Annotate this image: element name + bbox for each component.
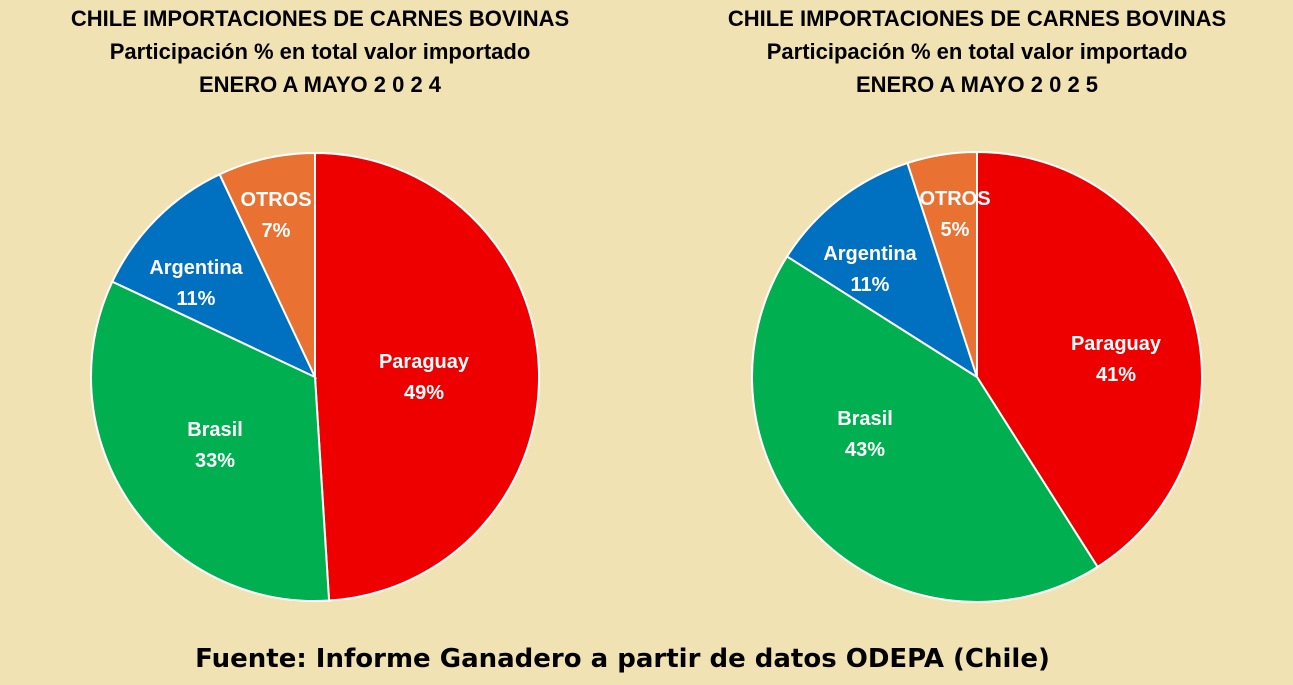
slice-argentina	[110, 172, 318, 380]
slice-brasil	[90, 280, 331, 602]
title-line-1: CHILE IMPORTACIONES DE CARNES BOVINAS	[70, 6, 570, 31]
title-line-2: Participación % en total valor importado	[109, 39, 531, 64]
slice-otros	[218, 151, 316, 378]
slice-value-paraguay: 41%	[1096, 364, 1136, 386]
slice-label-paraguay: Paraguay	[379, 351, 470, 373]
slice-paraguay	[976, 150, 1203, 569]
chart-title-2025: CHILE IMPORTACIONES DE CARNES BOVINAS Pa…	[657, 2, 1293, 101]
slice-value-argentina: 11%	[851, 274, 890, 296]
slice-value-otros: 7%	[262, 220, 291, 242]
slice-otros	[906, 150, 978, 378]
slice-paraguay	[314, 151, 540, 602]
slice-argentina	[785, 161, 979, 380]
slice-value-paraguay: 49%	[404, 382, 444, 404]
slice-label-otros: OTROS	[919, 188, 990, 210]
slice-value-otros: 5%	[941, 219, 970, 241]
pie-2025: Paraguay 41% Brasil 43% Argentina 11% OTROS 5%	[751, 150, 1203, 603]
slice-value-argentina: 11%	[177, 288, 216, 310]
slice-label-brasil: Brasil	[837, 408, 893, 430]
slice-label-brasil: Brasil	[187, 419, 243, 441]
pie-2024: Paraguay 49% Brasil 33% Argentina 11% OTROS 7%	[90, 151, 540, 602]
chart-title-2024: CHILE IMPORTACIONES DE CARNES BOVINAS Pa…	[0, 2, 640, 101]
slice-label-argentina: Argentina	[149, 257, 243, 279]
slice-brasil	[751, 255, 1099, 603]
slice-label-paraguay: Paraguay	[1071, 333, 1162, 355]
title-line-3: ENERO A MAYO 2 0 2 5	[855, 72, 1099, 97]
source-note: Fuente: Informe Ganadero a partir de dat…	[195, 644, 1050, 674]
title-line-3: ENERO A MAYO 2 0 2 4	[198, 72, 442, 97]
slice-label-argentina: Argentina	[823, 243, 917, 265]
slice-value-brasil: 43%	[845, 439, 885, 461]
slice-value-brasil: 33%	[195, 450, 235, 472]
title-line-2: Participación % en total valor importado	[766, 39, 1188, 64]
title-line-1: CHILE IMPORTACIONES DE CARNES BOVINAS	[727, 6, 1227, 31]
slice-label-otros: OTROS	[240, 189, 311, 211]
